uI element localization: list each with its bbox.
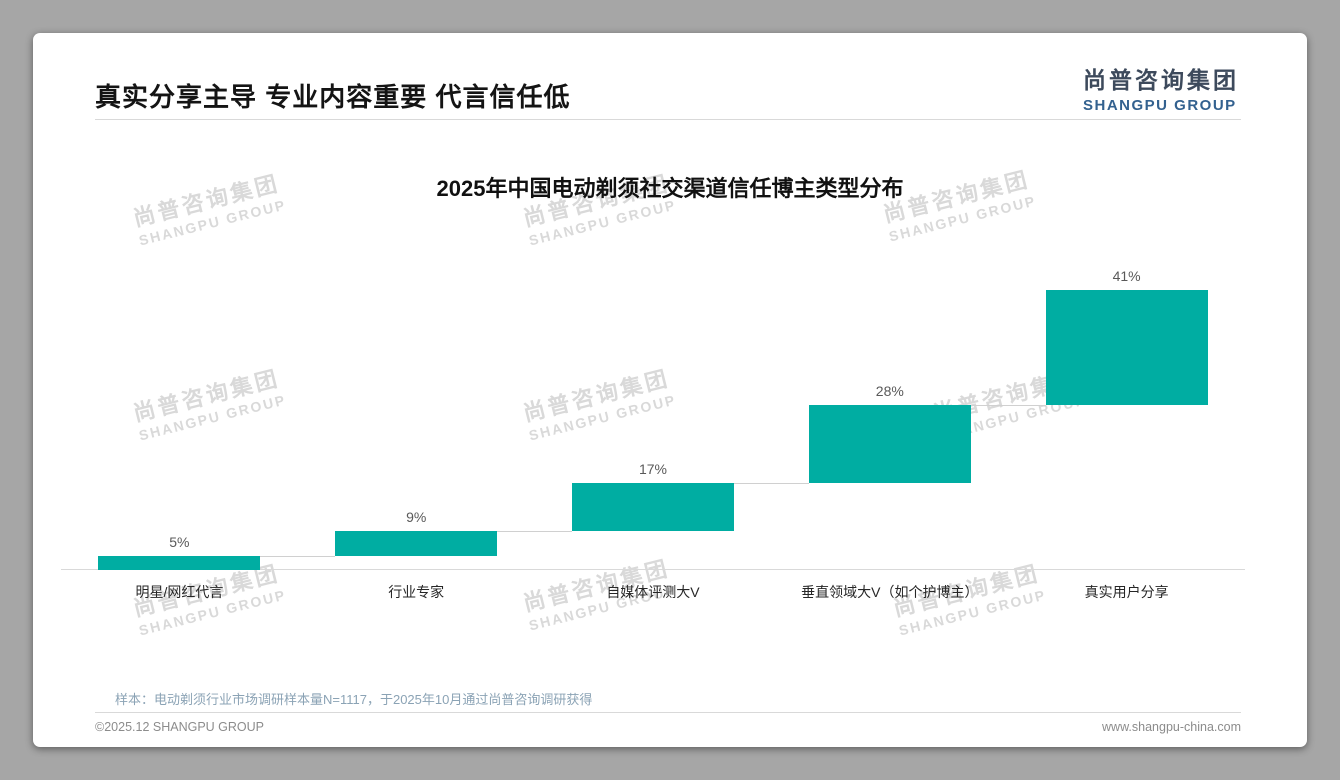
bar-value-label: 5%	[169, 534, 190, 550]
bar-category-label: 真实用户分享	[1084, 584, 1169, 600]
footer-divider	[95, 712, 1241, 713]
header-divider	[95, 119, 1241, 120]
bar-value-label: 17%	[638, 461, 668, 478]
bar-category-label: 自媒体评测大V	[606, 584, 700, 600]
slide-card: 尚普咨询集团 SHANGPU GROUP 尚普咨询集团 SHANGPU GROUP 尚普…	[33, 33, 1307, 747]
sample-note: 样本：电动剃须行业市场调研样本量N=1117，于2025年10月通过尚普咨询调研…	[115, 692, 593, 707]
copyright-text: ©2025.12 SHANGPU GROUP	[95, 720, 264, 734]
bar-connector	[497, 530, 572, 532]
bar-connector	[970, 404, 1046, 406]
bar-value-label: 28%	[875, 382, 904, 399]
bar-category-label: 明星/网红代言	[135, 584, 224, 600]
footer-row: ©2025.12 SHANGPU GROUP www.shangpu-china…	[95, 720, 1241, 734]
bar	[572, 483, 734, 531]
chart-title: 2025年中国电动剃须社交渠道信任博主类型分布	[436, 176, 904, 201]
bar-value-label: 41%	[1112, 268, 1141, 284]
x-axis-line	[61, 569, 1245, 570]
bar	[98, 556, 261, 570]
website-text: www.shangpu-china.com	[1102, 720, 1241, 734]
bar-category-label: 垂直领域大V（如个护博主）	[801, 584, 979, 600]
company-logo: 尚普咨询集团 SHANGPU GROUP	[1083, 61, 1239, 114]
page-title: 真实分享主导 专业内容重要 代言信任低	[95, 82, 571, 112]
logo-chinese-text: 尚普咨询集团	[1083, 67, 1239, 93]
bar	[335, 530, 498, 556]
logo-english-text: SHANGPU GROUP	[1083, 97, 1237, 114]
bar	[808, 404, 971, 484]
bar-value-label: 9%	[406, 508, 427, 525]
bar-connector	[260, 556, 336, 557]
bar-category-label: 行业专家	[388, 584, 445, 600]
chart-plot: 5% 明星/网红代言 9% 行业专家 17% 自媒体评测大V 28% 垂直领域大V（如个护博主…	[61, 268, 1245, 600]
bar-connector	[734, 483, 809, 485]
bar	[1045, 290, 1208, 405]
